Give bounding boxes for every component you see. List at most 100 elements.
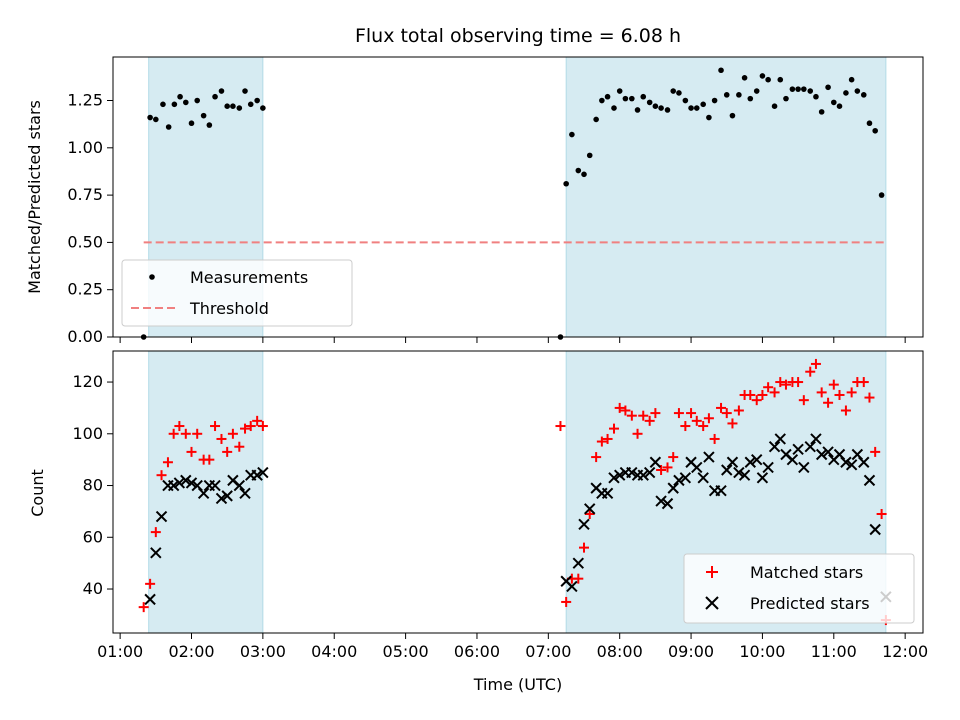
measurement-point-27 <box>586 152 593 159</box>
measurement-point-63 <box>801 86 807 92</box>
predicted-point-41 <box>679 472 692 484</box>
matched-point-55 <box>751 395 762 406</box>
measurement-point-61 <box>789 86 796 92</box>
matched-point-17 <box>234 441 245 452</box>
predicted-point-2 <box>150 547 162 559</box>
ratio-band-2 <box>565 56 887 338</box>
count-panel: 01:00 02:00 03:00 04:00 05:00 06:00 07:00 08:00… <box>28 350 928 694</box>
matched-point-50 <box>721 408 732 419</box>
measurement-point-34 <box>629 95 635 102</box>
predicted-point-68 <box>840 456 852 468</box>
predicted-point-69 <box>845 459 858 471</box>
matched-point-2 <box>145 578 156 589</box>
chart-title: Flux total observing time = 6.08 h <box>355 25 681 47</box>
matched-point-42 <box>673 408 684 419</box>
x-tick-label-8: 08:00 <box>597 642 643 661</box>
matched-point-76 <box>876 508 887 519</box>
measurement-point-60 <box>783 95 789 102</box>
measurement-point-11 <box>200 112 207 119</box>
predicted-point-51 <box>738 469 751 481</box>
predicted-point-48 <box>721 464 733 476</box>
measurement-point-42 <box>676 90 682 96</box>
x-tick-label-4: 04:00 <box>311 642 357 661</box>
measurement-point-28 <box>593 116 599 123</box>
matched-point-5 <box>162 457 173 468</box>
measurement-point-52 <box>736 92 742 98</box>
matched-point-71 <box>846 387 857 398</box>
matched-point-65 <box>810 358 821 369</box>
ratio-y-tick-label-2: 0.25 <box>67 280 103 299</box>
predicted-point-52 <box>744 456 757 468</box>
measurement-point-29 <box>599 97 605 104</box>
matched-point-25 <box>573 573 584 584</box>
matched-point-41 <box>668 452 679 463</box>
predicted-point-39 <box>667 482 679 494</box>
predicted-point-3 <box>155 510 168 523</box>
predicted-point-50 <box>733 466 745 479</box>
count-plot-frame <box>112 350 924 634</box>
measurement-point-68 <box>830 99 837 106</box>
measurement-point-5 <box>165 124 172 130</box>
matched-point-59 <box>775 377 786 388</box>
matched-point-12 <box>204 454 215 465</box>
predicted-stars-points <box>144 433 892 606</box>
matched-point-51 <box>727 418 738 429</box>
measurement-point-19 <box>247 101 254 108</box>
matched-point-67 <box>823 397 834 408</box>
matched-point-4 <box>156 470 167 481</box>
ratio-y-tick-label-6: 1.25 <box>67 91 103 110</box>
measurement-point-33 <box>622 95 629 102</box>
count-y-tick-label-4: 100 <box>72 424 103 443</box>
matched-point-28 <box>591 452 602 463</box>
matched-point-3 <box>150 527 161 538</box>
measurement-point-49 <box>718 67 724 74</box>
measurement-point-14 <box>218 88 225 94</box>
predicted-point-43 <box>691 461 703 474</box>
matched-point-35 <box>632 428 643 439</box>
predicted-point-54 <box>756 472 769 484</box>
measurement-point-56 <box>759 73 766 79</box>
matched-point-70 <box>840 405 851 416</box>
x-tick-label-11: 11:00 <box>811 642 857 661</box>
predicted-point-19 <box>251 469 263 481</box>
measurement-point-59 <box>777 76 784 83</box>
matched-point-29 <box>596 436 607 447</box>
matched-point-27 <box>584 508 595 519</box>
measurement-point-75 <box>872 127 878 134</box>
measurement-point-26 <box>581 171 587 178</box>
measurement-point-25 <box>575 167 582 174</box>
predicted-point-25 <box>584 503 596 515</box>
matched-point-56 <box>757 389 768 400</box>
matched-point-30 <box>602 433 613 444</box>
predicted-point-24 <box>578 518 590 531</box>
x-tick-label-5: 05:00 <box>383 642 429 661</box>
predicted-point-36 <box>649 456 662 468</box>
measurement-point-39 <box>658 105 664 111</box>
measurement-point-51 <box>729 112 736 119</box>
legend-label-predicted: Predicted stars <box>750 594 870 613</box>
predicted-point-37 <box>655 495 667 507</box>
measurement-point-69 <box>836 103 843 109</box>
x-tick-label-12: 12:00 <box>882 642 928 661</box>
predicted-point-61 <box>798 461 810 474</box>
measurement-point-41 <box>670 88 677 94</box>
measurement-point-8 <box>182 99 189 106</box>
ratio-y-tick-label-4: 0.75 <box>67 185 103 204</box>
matched-point-73 <box>858 377 869 388</box>
measurement-point-71 <box>848 76 855 83</box>
legend-marker-predicted <box>705 596 719 610</box>
ratio-panel: 0.00 0.25 0.50 0.75 1.00 1.25 Flux total obse… <box>25 25 924 346</box>
predicted-point-53 <box>751 453 763 466</box>
measurement-point-40 <box>664 107 671 113</box>
matched-point-48 <box>709 433 720 444</box>
measurement-point-21 <box>260 105 266 111</box>
measurement-point-53 <box>741 75 748 81</box>
matched-point-22 <box>555 421 566 432</box>
matched-point-26 <box>579 542 590 553</box>
matched-point-23 <box>561 596 572 607</box>
predicted-point-72 <box>863 474 876 487</box>
predicted-point-57 <box>774 433 786 445</box>
predicted-point-49 <box>726 456 739 468</box>
predicted-point-65 <box>822 446 834 458</box>
predicted-point-44 <box>697 472 709 484</box>
